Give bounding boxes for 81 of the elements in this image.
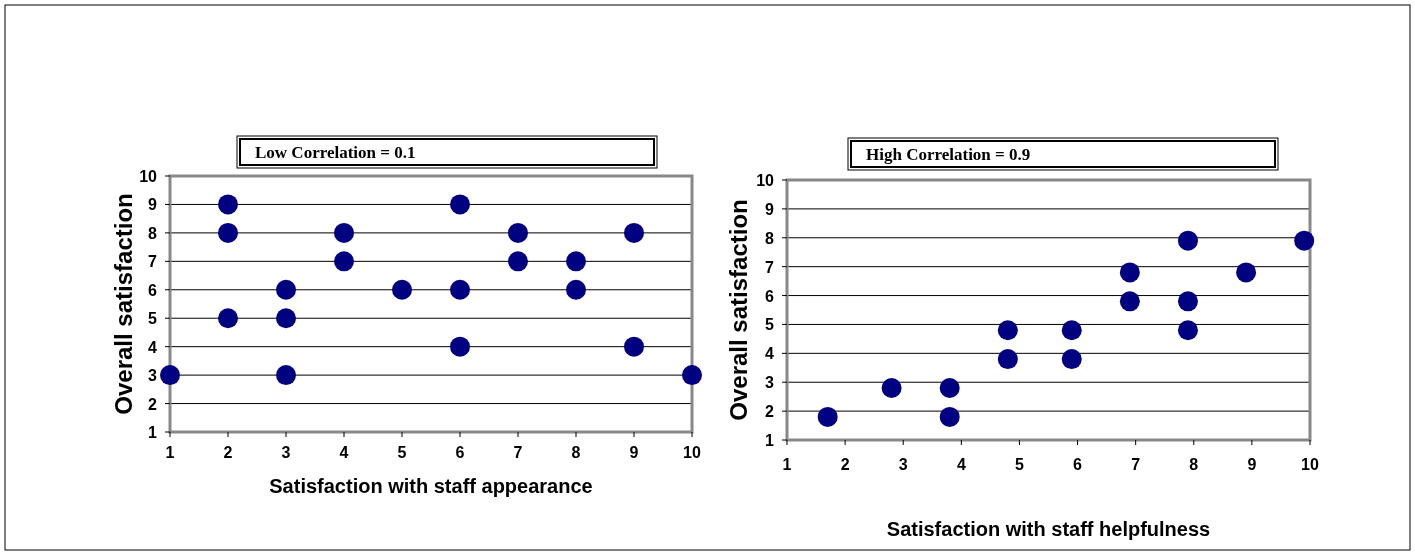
y-tick-label: 9 (148, 196, 158, 214)
x-tick-label: 6 (455, 444, 465, 461)
point (1177, 291, 1198, 312)
x-axis-title: Satisfaction with staff helpfulness (886, 518, 1211, 540)
point (218, 222, 238, 243)
point (1061, 349, 1082, 370)
x-tick-label: 1 (782, 456, 792, 473)
point (450, 336, 470, 357)
point (392, 279, 412, 300)
y-tick-label: 8 (765, 229, 775, 247)
point (624, 222, 644, 243)
x-tick-label: 2 (840, 456, 850, 473)
point (881, 378, 902, 398)
point (939, 406, 960, 427)
point (997, 320, 1018, 341)
point (1294, 230, 1315, 251)
y-tick-label: 7 (148, 253, 158, 271)
point (218, 194, 238, 215)
point (450, 279, 470, 300)
point (450, 194, 470, 215)
x-tick-label: 9 (1247, 456, 1257, 473)
point (1236, 262, 1257, 283)
y-tick-label: 1 (148, 424, 158, 441)
point (276, 308, 296, 329)
y-tick-label: 10 (756, 172, 775, 189)
x-axis-title: Satisfaction with staff appearance (269, 475, 593, 497)
x-tick-label: 7 (513, 444, 523, 461)
point (508, 251, 528, 272)
chart-title: Low Correlation = 0.1 (255, 143, 416, 162)
x-tick-label: 5 (1014, 456, 1024, 473)
y-tick-label: 6 (148, 281, 158, 299)
point (218, 308, 238, 329)
point (1119, 291, 1140, 312)
point (939, 378, 960, 398)
y-tick-label: 8 (148, 224, 158, 242)
point (1177, 320, 1198, 341)
point (276, 365, 296, 386)
x-tick-label: 5 (397, 444, 407, 461)
x-tick-label: 8 (1189, 456, 1199, 473)
y-tick-label: 3 (148, 367, 158, 385)
point (682, 365, 702, 386)
y-tick-label: 7 (765, 258, 775, 276)
y-tick-label: 2 (765, 403, 775, 421)
point (566, 279, 586, 300)
point (508, 222, 528, 243)
y-tick-label: 5 (148, 310, 158, 328)
y-tick-label: 5 (765, 316, 775, 334)
point (566, 251, 586, 272)
x-tick-label: 4 (956, 456, 966, 473)
y-axis-title: Overall satisfaction (725, 199, 752, 421)
x-tick-label: 3 (898, 456, 908, 473)
chart-title: High Correlation = 0.9 (866, 145, 1031, 164)
x-tick-label: 10 (1301, 456, 1319, 473)
point (160, 365, 180, 386)
y-axis-title: Overall satisfaction (110, 193, 137, 415)
x-tick-label: 10 (683, 444, 701, 461)
x-tick-label: 6 (1073, 456, 1083, 473)
y-tick-label: 4 (148, 338, 158, 356)
point (817, 406, 838, 427)
point (334, 222, 354, 243)
x-tick-label: 8 (571, 444, 581, 461)
x-tick-label: 7 (1131, 456, 1141, 473)
point (997, 349, 1018, 370)
y-tick-label: 10 (139, 168, 158, 185)
y-tick-label: 6 (765, 287, 775, 305)
x-tick-label: 2 (223, 444, 233, 461)
y-tick-label: 4 (765, 345, 775, 363)
point (334, 251, 354, 272)
x-tick-label: 4 (339, 444, 349, 461)
y-tick-label: 1 (765, 432, 775, 449)
point (1119, 262, 1140, 283)
y-tick-label: 9 (765, 200, 775, 218)
point (1061, 320, 1082, 341)
x-tick-label: 1 (165, 444, 175, 461)
y-tick-label: 2 (148, 395, 158, 413)
x-tick-label: 3 (281, 444, 291, 461)
point (276, 279, 296, 300)
y-tick-label: 3 (765, 374, 775, 392)
x-tick-label: 9 (629, 444, 639, 461)
point (624, 336, 644, 357)
point (1177, 230, 1198, 251)
